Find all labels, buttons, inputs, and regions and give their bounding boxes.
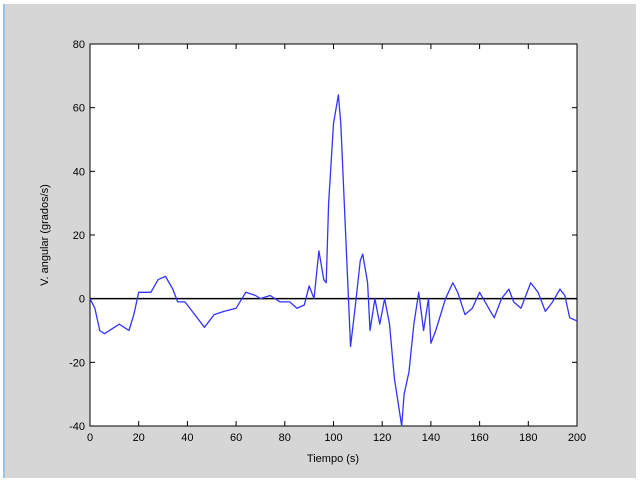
x-tick-label: 120 [373,432,391,444]
y-tick-label: -40 [69,421,85,433]
x-tick-label: 180 [519,432,537,444]
x-tick-label: 80 [279,432,291,444]
y-tick-label: 0 [79,294,85,306]
x-axis-label: Tiempo (s) [307,453,359,465]
line-series [89,94,578,427]
x-tick-label: 60 [230,432,242,444]
x-tick-label: 0 [87,432,93,444]
x-tick-label: 40 [181,432,193,444]
x-tick-label: 20 [133,432,145,444]
y-tick-label: 80 [73,39,85,51]
x-tick-label: 200 [568,432,586,444]
y-tick-label: -20 [69,357,85,369]
x-tick-label: 140 [422,432,440,444]
x-tick-label: 100 [324,432,342,444]
y-tick-label: 20 [73,230,85,242]
y-tick-label: 60 [73,103,85,115]
y-axis-label: V. angular (grados/s) [39,184,51,286]
x-tick-label: 160 [470,432,488,444]
axes [89,43,578,427]
y-tick-label: 40 [73,166,85,178]
